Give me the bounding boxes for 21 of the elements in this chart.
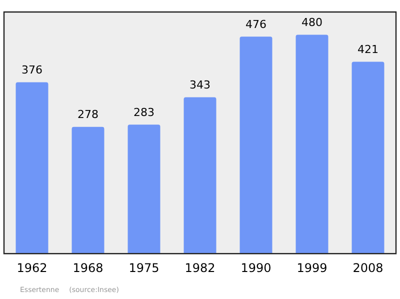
data-label: 421 xyxy=(358,43,378,56)
data-label: 476 xyxy=(246,18,266,31)
bar xyxy=(240,36,272,254)
data-label: 278 xyxy=(78,108,98,122)
bar xyxy=(16,82,48,254)
x-tick-label: 1990 xyxy=(240,260,272,275)
data-label: 283 xyxy=(134,106,154,119)
bar xyxy=(128,124,160,254)
bar xyxy=(72,126,104,254)
data-label: 343 xyxy=(190,78,210,92)
data-label: 376 xyxy=(22,64,42,77)
x-tick-label: 2008 xyxy=(352,260,384,275)
x-tick-label: 1968 xyxy=(72,260,104,275)
data-label: 480 xyxy=(302,16,322,30)
x-tick-label: 1975 xyxy=(128,260,160,275)
bar xyxy=(296,34,328,254)
x-tick-label: 1982 xyxy=(184,260,216,275)
bar xyxy=(352,62,384,254)
bar xyxy=(184,97,216,254)
x-tick-label: 1962 xyxy=(16,260,48,275)
x-tick-label: 1999 xyxy=(296,260,328,275)
